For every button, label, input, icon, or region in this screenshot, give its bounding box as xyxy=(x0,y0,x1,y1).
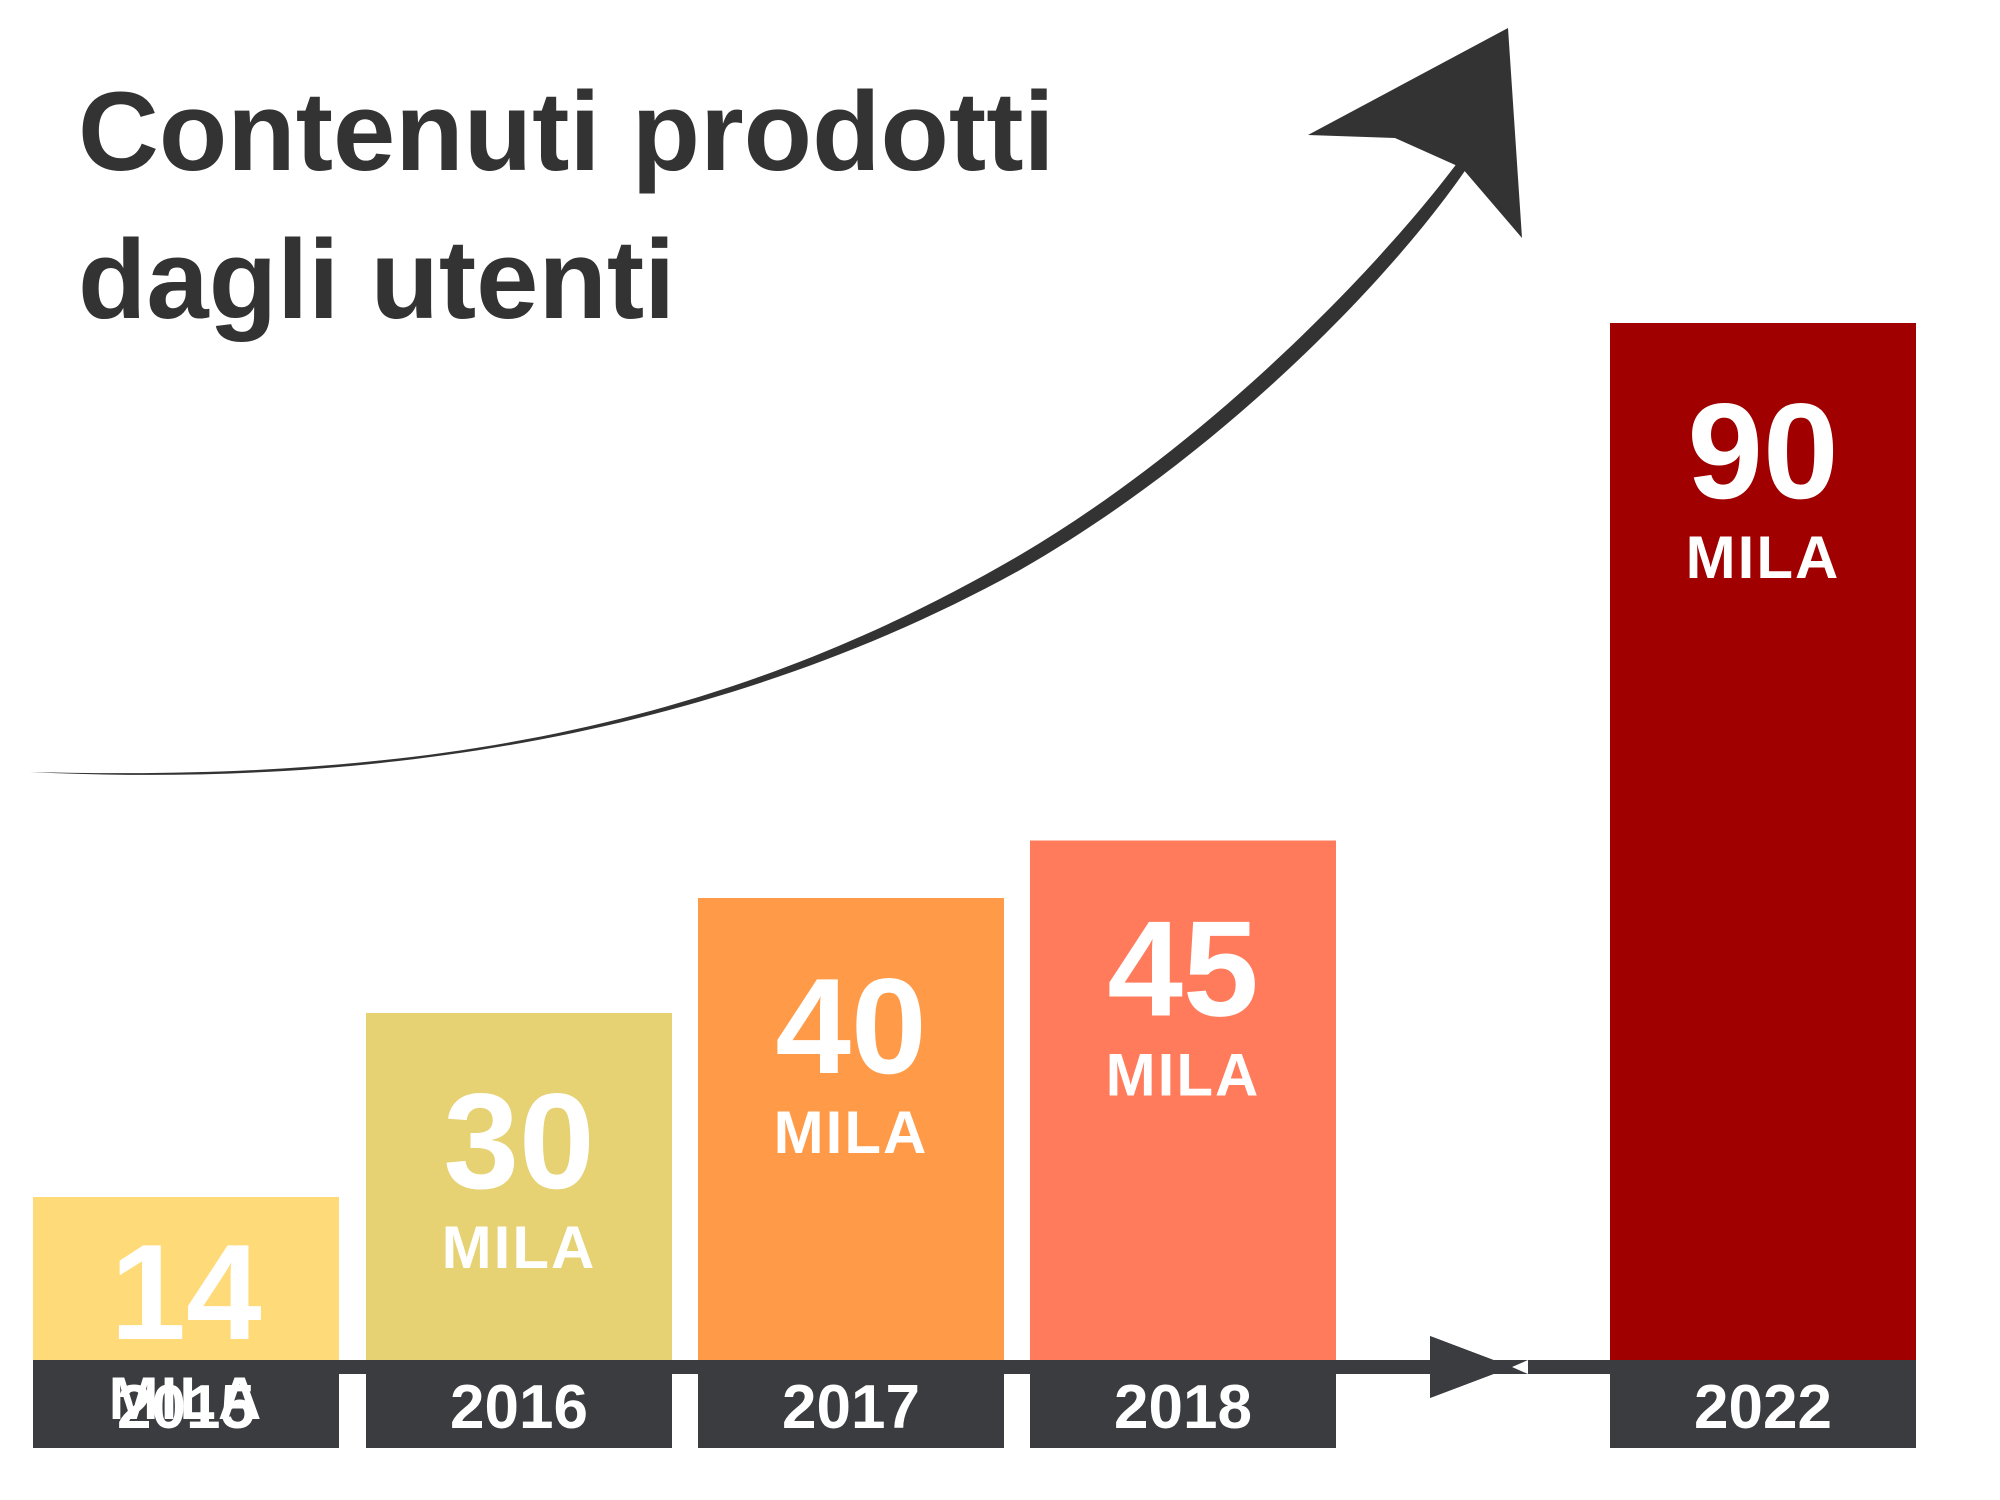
value-label-2018: 45 xyxy=(1107,893,1258,1045)
bar-2015 xyxy=(33,1197,339,1360)
bar-2018 xyxy=(1030,840,1336,1360)
bar-2016 xyxy=(366,1013,672,1360)
value-label-2017: 40 xyxy=(775,950,926,1102)
year-label-2022: 2022 xyxy=(1694,1373,1832,1442)
unit-label-2017: MILA xyxy=(774,1099,929,1166)
timeline-axis xyxy=(33,1336,1916,1448)
unit-label-2016: MILA xyxy=(442,1214,597,1281)
year-block-2022 xyxy=(1610,1360,1916,1448)
axis-arrow-notch xyxy=(1512,1360,1528,1374)
year-block-2016 xyxy=(366,1360,672,1448)
chart-title-line-1: Contenuti prodotti xyxy=(78,69,1055,194)
unit-label-2018: MILA xyxy=(1106,1042,1261,1109)
year-label-2015: 2015 xyxy=(117,1373,255,1442)
year-block-2015 xyxy=(33,1360,339,1448)
year-label-2017: 2017 xyxy=(782,1373,920,1442)
year-label-2016: 2016 xyxy=(450,1373,588,1442)
axis-arrow-head xyxy=(1430,1336,1512,1398)
value-label-2015: 14 xyxy=(110,1216,261,1368)
bar-2017 xyxy=(698,898,1004,1360)
growth-arrow-icon xyxy=(30,28,1522,775)
chart-title-line-2: dagli utenti xyxy=(78,217,675,342)
year-block-2018 xyxy=(1030,1360,1336,1448)
value-label-2022: 90 xyxy=(1687,375,1838,527)
unit-label-2015: MILA xyxy=(109,1365,264,1432)
year-block-2017 xyxy=(698,1360,1004,1448)
year-label-2018: 2018 xyxy=(1114,1373,1252,1442)
bars-layer xyxy=(33,323,1916,1360)
unit-label-2022: MILA xyxy=(1686,524,1841,591)
value-label-2016: 30 xyxy=(443,1065,594,1217)
bar-2022 xyxy=(1610,323,1916,1360)
